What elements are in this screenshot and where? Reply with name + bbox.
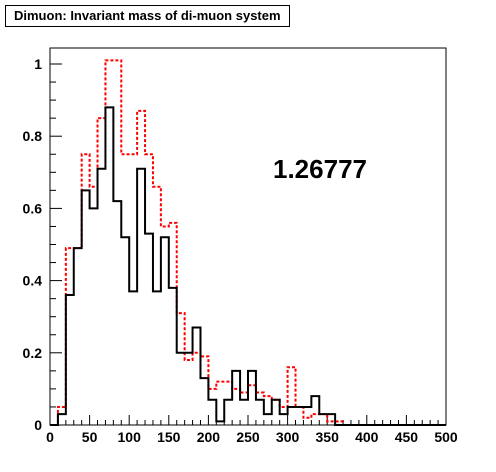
y-tick-label: 1 — [34, 56, 42, 72]
tick-labels: 0 50 100 150 200 250 300 350 400 450 500 0 0.2 0.4 0.6… — [23, 56, 458, 445]
y-tick-label: 0.8 — [23, 128, 43, 144]
y-tick-label: 0.4 — [23, 273, 43, 289]
y-tick-label: 0.2 — [23, 345, 43, 361]
x-tick-label: 250 — [236, 429, 260, 445]
x-tick-label: 400 — [355, 429, 379, 445]
x-tick-label: 300 — [276, 429, 300, 445]
x-tick-label: 350 — [316, 429, 340, 445]
x-tick-label: 100 — [118, 429, 142, 445]
x-tick-label: 500 — [434, 429, 458, 445]
annotation-value: 1.26777 — [273, 154, 367, 184]
y-tick-label: 0 — [34, 417, 42, 433]
x-tick-label: 150 — [157, 429, 181, 445]
chart-title: Dimuon: Invariant mass of di-muon system — [5, 5, 290, 27]
plot-frame — [49, 47, 447, 426]
x-tick-label: 450 — [395, 429, 419, 445]
series-layer — [50, 59, 446, 426]
x-tick-label: 0 — [46, 429, 54, 445]
series-0-line — [50, 106, 446, 426]
x-tick-label: 200 — [197, 429, 221, 445]
axis-ticks — [49, 63, 447, 426]
series-1-line — [50, 59, 446, 426]
x-tick-label: 50 — [82, 429, 98, 445]
y-tick-label: 0.6 — [23, 200, 43, 216]
